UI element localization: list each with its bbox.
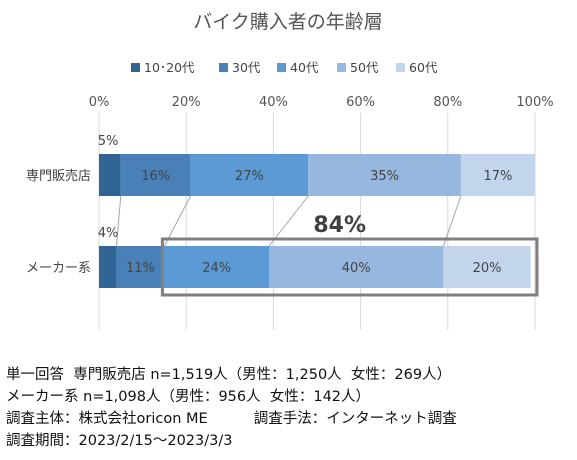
note-sample-specialty: 単一回答 専門販売店 n=1,519人（男性：1,250人 女性：269人） [6,367,452,383]
category-label-0: 専門販売店 [26,168,91,184]
series-connector-0 [115,195,122,247]
bar-segment-r1-s3 [269,246,444,288]
legend-label-2: 40代 [290,60,319,75]
bar-segment-r0-s3 [308,154,461,196]
bar-segment-r0-s0 [99,154,121,196]
bar-segment-r0-s4 [460,154,535,196]
bar-segment-r0-s1 [120,154,191,196]
x-tick-label-2: 40% [259,95,288,110]
survey-notes: 単一回答 専門販売店 n=1,519人（男性：1,250人 女性：269人） メ… [6,364,457,452]
data-label-r1-s3: 40% [342,261,371,276]
chart-title: バイク購入者の年齢層 [193,11,383,33]
data-label-r1-s2: 24% [202,261,231,276]
x-tick-label-4: 80% [433,95,462,110]
data-label-r1-s4: 20% [473,261,502,276]
bar-segment-r1-s1 [116,246,165,288]
legend-swatch-3 [337,63,346,72]
legend-swatch-4 [396,63,405,72]
x-tick-label-0: 0% [89,95,110,110]
legend-swatch-2 [277,63,286,72]
data-label-r0-s0: 5% [98,134,119,149]
data-label-r1-s1: 11% [126,261,155,276]
bar-segment-r1-s0 [99,246,117,288]
data-label-r0-s2: 27% [235,169,264,184]
x-tick-label-3: 60% [346,95,375,110]
data-label-r0-s3: 35% [370,169,399,184]
data-label-r0-s4: 17% [483,169,512,184]
legend-label-4: 60代 [409,60,438,75]
note-survey-method: 調査主体：株式会社oricon ME 調査手法：インターネット調査 [6,411,457,427]
note-sample-maker: メーカー系 n=1,098人（男性：956人 女性：142人） [6,389,371,405]
bar-segment-r0-s2 [190,154,309,196]
data-label-r0-s1: 16% [141,169,170,184]
data-label-r1-s0: 4% [98,226,119,241]
annotation-label: 84% [313,213,366,238]
legend-swatch-0 [131,63,140,72]
bar-segment-r1-s2 [164,246,270,288]
legend-swatch-1 [219,63,228,72]
stacked-bar-chart: バイク購入者の年齢層 10･20代 30代 40代 50代 60代 0% 20% 40% 60% 8… [26,11,554,330]
bar-segment-r1-s4 [443,246,531,288]
x-tick-label-5: 100% [516,95,553,110]
note-survey-period: 調査期間：2023/2/15～2023/3/3 [6,433,233,449]
category-label-1: メーカー系 [26,261,91,276]
highlight-box [160,237,539,297]
x-tick-label-1: 20% [172,95,201,110]
legend-label-1: 30代 [232,60,261,75]
legend-label-3: 50代 [350,60,379,75]
legend-label-0: 10･20代 [144,60,195,75]
